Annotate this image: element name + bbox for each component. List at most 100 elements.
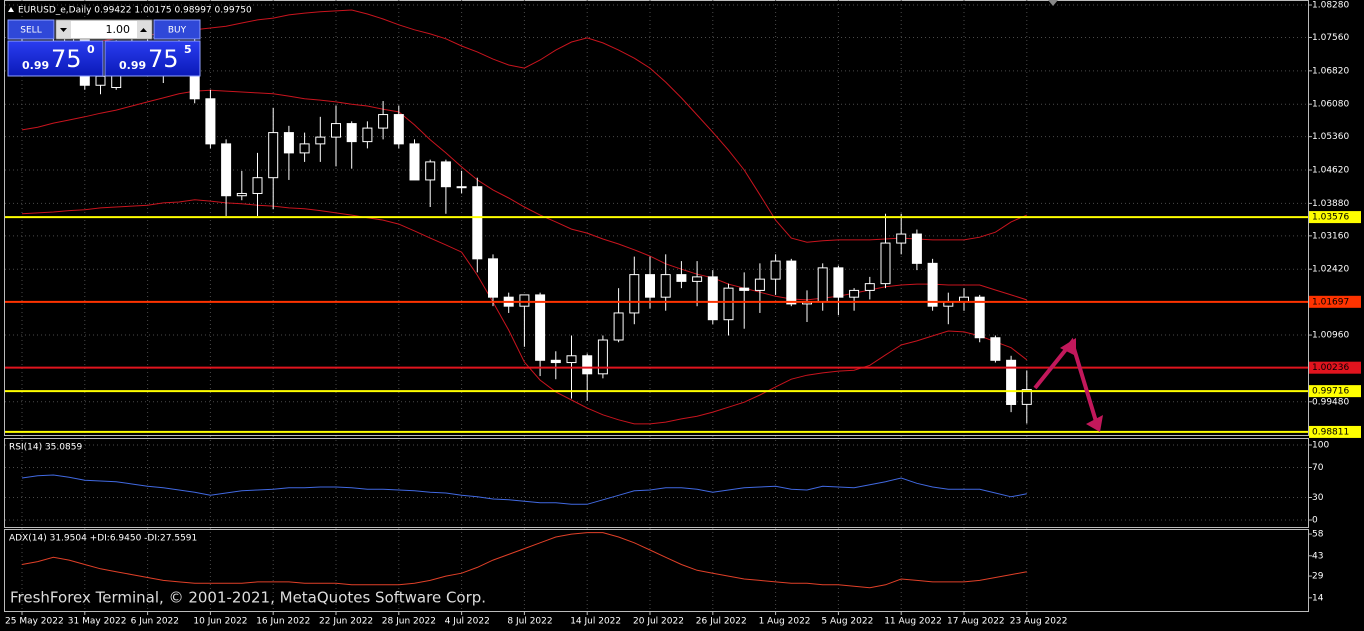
y-tick-label: 14	[1312, 593, 1324, 603]
candle-body	[425, 161, 436, 181]
candle-body	[1021, 389, 1032, 405]
candle-body	[409, 143, 420, 181]
x-tick-label: 6 Jun 2022	[131, 617, 179, 627]
ask-big: 0.99	[119, 59, 146, 72]
candle-body	[315, 136, 326, 145]
candle-body	[723, 287, 734, 321]
price-level-label: 1.03576	[1312, 213, 1349, 223]
candle-body	[645, 274, 655, 298]
candle-body	[95, 75, 106, 86]
buy-button[interactable]	[153, 19, 201, 40]
adx-panel-frame	[4, 529, 1309, 612]
price-level-tag	[1309, 361, 1361, 374]
y-tick-label: 1.02420	[1312, 265, 1349, 275]
candle-body	[221, 143, 232, 197]
watermark: FreshForex Terminal, © 2001-2021, MetaQu…	[10, 589, 486, 607]
indicator-line	[21, 532, 1027, 589]
y-tick-label: 1.00960	[1312, 331, 1349, 341]
candle-body	[597, 339, 608, 375]
price-level-tag	[1309, 425, 1361, 438]
indicator-title: RSI(14) 35.0859	[9, 443, 82, 453]
trade-panel: SELL 1.00 BUY 0.99 75 0 0.99 75 5	[7, 19, 201, 77]
candle-body	[786, 260, 797, 305]
candle-body	[770, 260, 781, 280]
candle-body	[754, 278, 765, 291]
sell-button[interactable]	[7, 19, 55, 40]
candle-body	[974, 296, 985, 339]
y-tick-label: 100	[1312, 440, 1329, 450]
bid-fraction: 0	[87, 43, 95, 56]
y-tick-label: 1.07560	[1312, 33, 1349, 43]
x-tick-label: 4 Jul 2022	[445, 617, 490, 627]
price-level-tag	[1309, 295, 1361, 308]
candle-body	[880, 242, 891, 285]
x-tick-label: 10 Jun 2022	[193, 617, 247, 627]
candle-body	[927, 262, 938, 307]
indicator-title: ADX(14) 31.9504 +DI:6.9450 -DI:27.5591	[9, 534, 197, 544]
candle-body	[739, 287, 750, 291]
candle-body	[205, 98, 216, 145]
candle-body	[346, 123, 357, 143]
price-level-label: 0.98811	[1312, 427, 1349, 437]
x-tick-label: 11 Aug 2022	[884, 617, 942, 627]
candle-body	[692, 276, 703, 282]
rsi-panel-frame	[4, 438, 1309, 528]
price-level-tag	[1309, 385, 1361, 398]
candle-body	[864, 283, 875, 291]
candle-body	[990, 337, 1001, 361]
y-tick-label: 43	[1312, 551, 1323, 561]
candle-body	[707, 276, 718, 321]
candle-body	[519, 294, 530, 307]
candle-body	[613, 312, 624, 341]
lot-up-icon	[140, 28, 147, 32]
symbol-header: EURUSD_e,Daily 0.99422 1.00175 0.98997 0…	[18, 6, 252, 16]
y-tick-label: 1.06820	[1312, 66, 1349, 76]
bollinger-band	[21, 89, 1027, 301]
y-tick-label: 29	[1312, 572, 1324, 582]
ask-fraction: 5	[184, 43, 192, 56]
indicator-line	[21, 474, 1027, 505]
y-tick-label: 1.05360	[1312, 132, 1349, 142]
bid-big: 0.99	[22, 59, 49, 72]
y-tick-label: 70	[1312, 463, 1324, 473]
candle-body	[331, 123, 341, 138]
x-tick-label: 26 Jul 2022	[696, 617, 747, 627]
candle-body	[535, 294, 546, 361]
main-panel-frame	[4, 0, 1309, 436]
candle-body	[849, 289, 860, 298]
price-level-tag	[1309, 211, 1361, 224]
plot-layer: 1.08280 1.07560 1.06820 1.06080 1.05360 1.046…	[5, 0, 1361, 627]
candle-body	[566, 355, 577, 364]
ask-box[interactable]	[104, 40, 201, 77]
candle-body	[393, 114, 404, 145]
x-tick-label: 22 Jun 2022	[319, 617, 373, 627]
price-level-label: 1.00236	[1312, 363, 1349, 373]
arrow-head	[1086, 415, 1103, 432]
candle-body	[268, 132, 279, 179]
y-tick-label: 58	[1312, 530, 1324, 540]
x-tick-label: 20 Jul 2022	[633, 617, 684, 627]
bid-box[interactable]	[7, 40, 104, 77]
candle-body	[660, 274, 671, 298]
candle-body	[1006, 359, 1017, 405]
x-tick-label: 28 Jun 2022	[382, 617, 436, 627]
candle-body	[362, 127, 373, 143]
y-tick-label: 0.99480	[1312, 397, 1349, 407]
candle-body	[550, 359, 561, 364]
shift-marker	[1048, 0, 1058, 6]
candle-body	[676, 274, 687, 282]
candle-body	[472, 186, 483, 260]
y-tick-label: 30	[1312, 493, 1324, 503]
candle-body	[833, 267, 844, 298]
candle-body	[299, 143, 310, 154]
collapse-icon[interactable]	[8, 7, 14, 12]
lot-input[interactable]	[55, 19, 153, 40]
candle-body	[378, 114, 389, 129]
x-tick-label: 16 Jun 2022	[256, 617, 310, 627]
x-tick-label: 25 May 2022	[5, 617, 64, 627]
lot-value: 1.00	[106, 23, 131, 36]
candle-body	[911, 233, 922, 264]
x-tick-label: 31 May 2022	[68, 617, 127, 627]
x-tick-label: 5 Aug 2022	[821, 617, 873, 627]
